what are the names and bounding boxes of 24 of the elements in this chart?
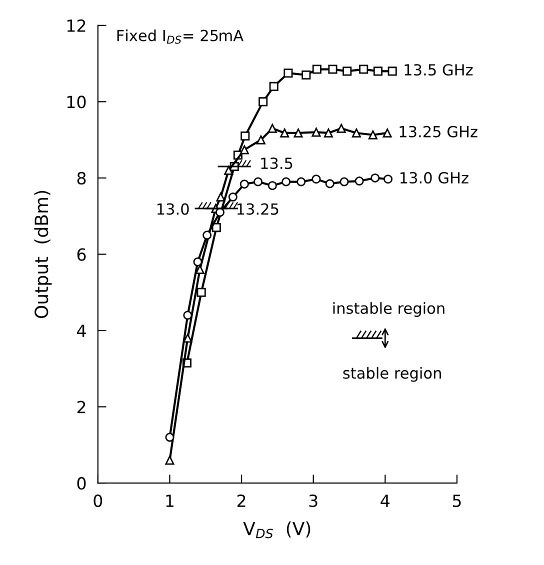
annotation: instable region xyxy=(333,302,444,317)
series-label: 13.25 GHz xyxy=(400,126,478,138)
x-tick-label: 5 xyxy=(452,494,461,508)
annotation: 13.25 xyxy=(237,203,278,215)
annotation: stable region xyxy=(343,366,441,382)
y-tick-label: 6 xyxy=(77,248,86,261)
x-axis-title: V$_{DS}$ (V) xyxy=(243,521,310,538)
x-tick-label: 1 xyxy=(166,494,174,507)
annotation: 13.5 xyxy=(261,158,292,170)
y-tick-label: 0 xyxy=(77,477,86,490)
y-tick-label: 4 xyxy=(77,324,86,337)
x-tick-label: 2 xyxy=(237,494,246,507)
y-tick-label: 12 xyxy=(67,19,86,32)
y-tick-label: 8 xyxy=(77,172,86,185)
y-axis-title: Output (dBm) xyxy=(34,190,52,318)
x-tick-label: 0 xyxy=(94,494,102,508)
x-tick-label: 4 xyxy=(380,494,390,507)
x-tick-label: 3 xyxy=(309,494,318,508)
y-tick-label: 10 xyxy=(67,96,86,108)
series-label: 13.5 GHz xyxy=(404,64,473,76)
series-label: 13.0 GHz xyxy=(400,172,468,184)
annotation: Fixed I$_{DS}$= 25mA xyxy=(117,29,244,44)
y-tick-label: 2 xyxy=(77,400,86,414)
annotation: 13.0 xyxy=(157,203,189,215)
